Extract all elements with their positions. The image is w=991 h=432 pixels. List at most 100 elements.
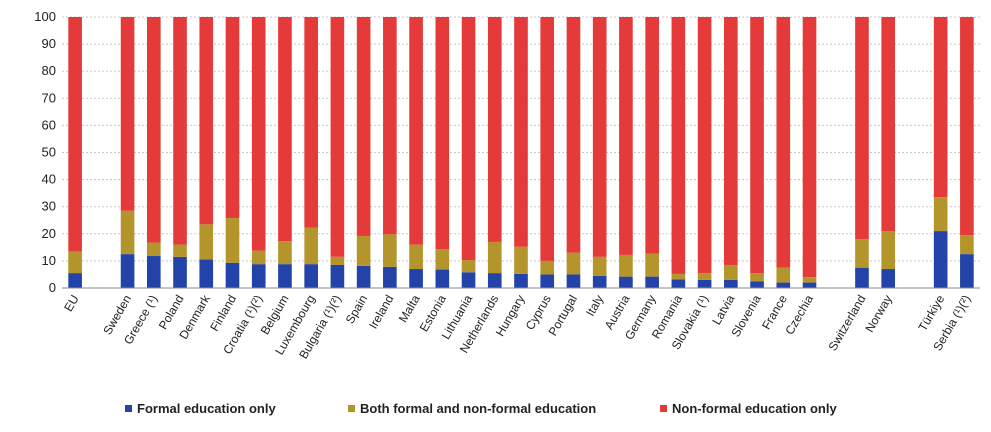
y-tick-label: 30 xyxy=(42,199,56,214)
bar-segment-both xyxy=(514,246,528,274)
bars xyxy=(68,17,974,288)
bar-segment-nonformal xyxy=(566,17,581,253)
bar-segment-nonformal xyxy=(645,17,659,254)
legend-label: Formal education only xyxy=(137,401,276,416)
y-tick-label: 70 xyxy=(42,90,56,105)
bar-segment-formal xyxy=(855,267,869,288)
bar-segment-nonformal xyxy=(435,17,450,250)
bar-segment-both xyxy=(855,239,869,268)
x-tick-label: Italy xyxy=(583,293,606,319)
bar-segment-both xyxy=(199,224,214,260)
bar-segment-formal xyxy=(251,264,266,288)
x-tick-label: Spain xyxy=(343,293,370,327)
bar-segment-formal xyxy=(120,254,135,288)
bar-segment-nonformal xyxy=(697,17,712,274)
bar-segment-both xyxy=(146,242,161,257)
bar-segment-both xyxy=(304,227,318,265)
y-tick-label: 20 xyxy=(42,226,56,241)
bar-segment-nonformal xyxy=(960,17,974,236)
bar-segment-formal xyxy=(435,269,450,288)
bar-segment-both xyxy=(356,235,371,266)
bar-segment-nonformal xyxy=(671,17,686,274)
bar-segment-nonformal xyxy=(881,17,896,232)
x-tick-label: Ireland xyxy=(366,293,396,332)
bar-segment-both xyxy=(881,231,896,270)
bar-segment-formal xyxy=(68,273,82,288)
bar-segment-nonformal xyxy=(68,17,82,252)
legend: Formal education only Both formal and non… xyxy=(125,401,837,416)
bar-segment-formal xyxy=(933,231,948,288)
legend-swatch xyxy=(125,405,132,412)
x-tick-label: Switzerland xyxy=(825,293,868,354)
bar-segment-formal xyxy=(304,264,318,288)
y-tick-label: 60 xyxy=(42,117,56,132)
bar-segment-formal xyxy=(671,279,686,288)
bar-segment-formal xyxy=(199,259,214,288)
bar-segment-both xyxy=(251,250,266,265)
bar-segment-nonformal xyxy=(540,17,555,261)
bar-segment-nonformal xyxy=(514,17,528,247)
bar-segment-nonformal xyxy=(146,17,161,243)
bar-segment-formal xyxy=(278,264,292,288)
bar-segment-formal xyxy=(619,276,633,288)
bar-segment-both xyxy=(671,273,686,280)
bar-segment-formal xyxy=(225,262,240,288)
bar-segment-both xyxy=(278,241,292,265)
legend-label: Non-formal education only xyxy=(672,401,837,416)
bar-segment-both xyxy=(383,234,397,267)
bar-segment-both xyxy=(724,264,738,280)
bar-segment-both xyxy=(68,251,82,274)
bar-segment-formal xyxy=(802,282,817,288)
bar-segment-both xyxy=(802,277,817,283)
y-tick-label: 0 xyxy=(49,280,56,295)
bar-segment-nonformal xyxy=(855,17,869,240)
bar-segment-both xyxy=(120,210,135,255)
bar-segment-both xyxy=(645,253,659,277)
bar-segment-nonformal xyxy=(776,17,791,268)
bar-segment-formal xyxy=(645,276,659,288)
bar-segment-nonformal xyxy=(199,17,214,225)
bar-segment-both xyxy=(776,267,791,283)
bar-segment-nonformal xyxy=(724,17,738,265)
bar-segment-nonformal xyxy=(225,17,240,219)
bar-segment-formal xyxy=(461,272,476,288)
bar-segment-formal xyxy=(776,282,791,288)
bar-segment-formal xyxy=(330,264,345,288)
bar-segment-formal xyxy=(697,279,712,288)
bar-segment-formal xyxy=(750,281,764,288)
bar-segment-formal xyxy=(514,273,528,288)
legend-swatch xyxy=(660,405,667,412)
x-tick-label: EU xyxy=(61,293,81,314)
bar-segment-nonformal xyxy=(409,17,423,245)
x-tick-label: Latvia xyxy=(709,292,737,327)
bar-segment-nonformal xyxy=(619,17,633,255)
y-tick-label: 50 xyxy=(42,145,56,160)
gridlines xyxy=(62,16,980,262)
bar-segment-both xyxy=(697,273,712,280)
y-tick-label: 10 xyxy=(42,253,56,268)
bar-segment-both xyxy=(592,256,607,276)
bar-segment-both xyxy=(750,273,764,282)
bar-segment-both xyxy=(409,244,423,270)
bar-segment-formal xyxy=(146,256,161,288)
bar-segment-formal xyxy=(487,273,502,288)
legend-label: Both formal and non-formal education xyxy=(360,401,596,416)
bar-segment-both xyxy=(173,244,187,257)
bar-segment-nonformal xyxy=(750,17,764,274)
bar-segment-nonformal xyxy=(173,17,187,245)
bar-segment-nonformal xyxy=(383,17,397,235)
bar-segment-both xyxy=(435,249,450,270)
bar-segment-nonformal xyxy=(120,17,135,211)
y-tick-label: 100 xyxy=(34,9,56,24)
bar-segment-nonformal xyxy=(251,17,266,251)
bar-segment-both xyxy=(487,241,502,274)
bar-segment-formal xyxy=(383,266,397,288)
bar-segment-formal xyxy=(566,274,581,288)
bar-segment-formal xyxy=(356,265,371,288)
bar-segment-both xyxy=(960,235,974,255)
bar-segment-formal xyxy=(881,269,896,288)
bar-segment-nonformal xyxy=(356,17,371,236)
bar-segment-formal xyxy=(540,274,555,288)
